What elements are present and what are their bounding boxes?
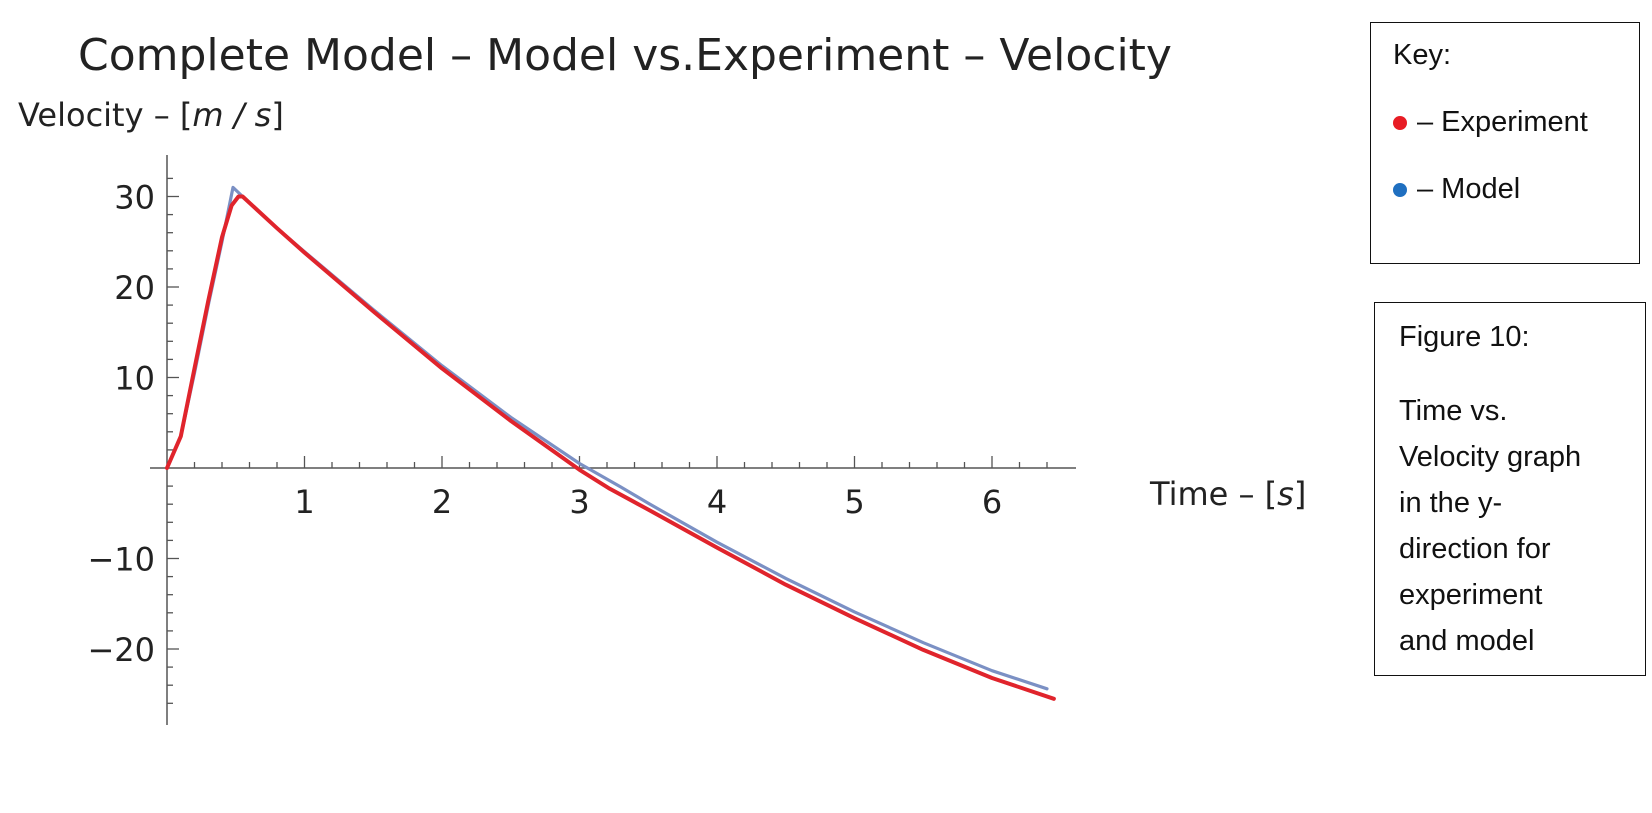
x-tick-label: 5 <box>844 483 864 521</box>
caption-line: and model <box>1399 625 1535 657</box>
caption-line: Time vs. <box>1399 395 1508 427</box>
y-axis-label-unit: m / s <box>192 96 271 134</box>
y-axis-label-bracket-open: [ <box>180 96 192 134</box>
y-tick-label: 20 <box>114 269 155 307</box>
x-tick-label: 3 <box>569 483 589 521</box>
caption-box: Figure 10: Time vs. Velocity graph in th… <box>1374 302 1646 676</box>
axes: 1 2 3 4 5 6 −20 −10 10 20 30 <box>87 155 1076 725</box>
x-tick-label: 4 <box>707 483 727 521</box>
chart-title: Complete Model – Model vs.Experiment – V… <box>78 30 1172 81</box>
x-tick-label: 6 <box>982 483 1002 521</box>
x-axis-label-main: Time – <box>1149 475 1265 513</box>
legend-marker-experiment <box>1393 115 1407 130</box>
caption-line: experiment <box>1399 579 1543 611</box>
legend-label-model: – Model <box>1417 173 1521 205</box>
x-axis-label-bracket-close: ] <box>1294 475 1306 513</box>
legend-label-experiment: – Experiment <box>1417 106 1588 138</box>
series-line-experiment <box>165 194 1056 701</box>
chart: Complete Model – Model vs.Experiment – V… <box>18 30 1306 725</box>
y-axis-label-bracket-close: ] <box>271 96 283 134</box>
legend-item-model: – Model <box>1393 173 1617 206</box>
legend-item-experiment: – Experiment <box>1393 106 1617 139</box>
caption-line: in the y- <box>1399 487 1503 519</box>
caption-line: direction for <box>1399 533 1551 565</box>
caption-text: Time vs. Velocity graph in the y- direct… <box>1399 388 1621 664</box>
legend-box: Key: – Experiment – Model <box>1370 22 1640 264</box>
y-tick-label: 10 <box>114 360 155 398</box>
series-group <box>165 185 1056 701</box>
y-tick-label: 30 <box>114 179 155 217</box>
caption-line: Velocity graph <box>1399 441 1582 473</box>
x-tick-label: 1 <box>294 483 314 521</box>
x-axis-label-bracket-open: [ <box>1265 475 1277 513</box>
y-axis-label-main: Velocity – <box>18 96 180 134</box>
figure-number: Figure 10: <box>1399 321 1530 353</box>
x-tick-label: 2 <box>432 483 452 521</box>
y-axis-label: Velocity – [m / s] <box>18 96 284 134</box>
y-tick-label: −10 <box>87 541 155 579</box>
x-axis-label-unit: s <box>1277 475 1294 513</box>
series-line-model <box>165 185 1049 691</box>
legend-marker-model <box>1393 182 1407 197</box>
x-axis-label: Time – [s] <box>1149 475 1306 513</box>
y-tick-label: −20 <box>87 631 155 669</box>
legend-header: Key: <box>1393 39 1452 71</box>
